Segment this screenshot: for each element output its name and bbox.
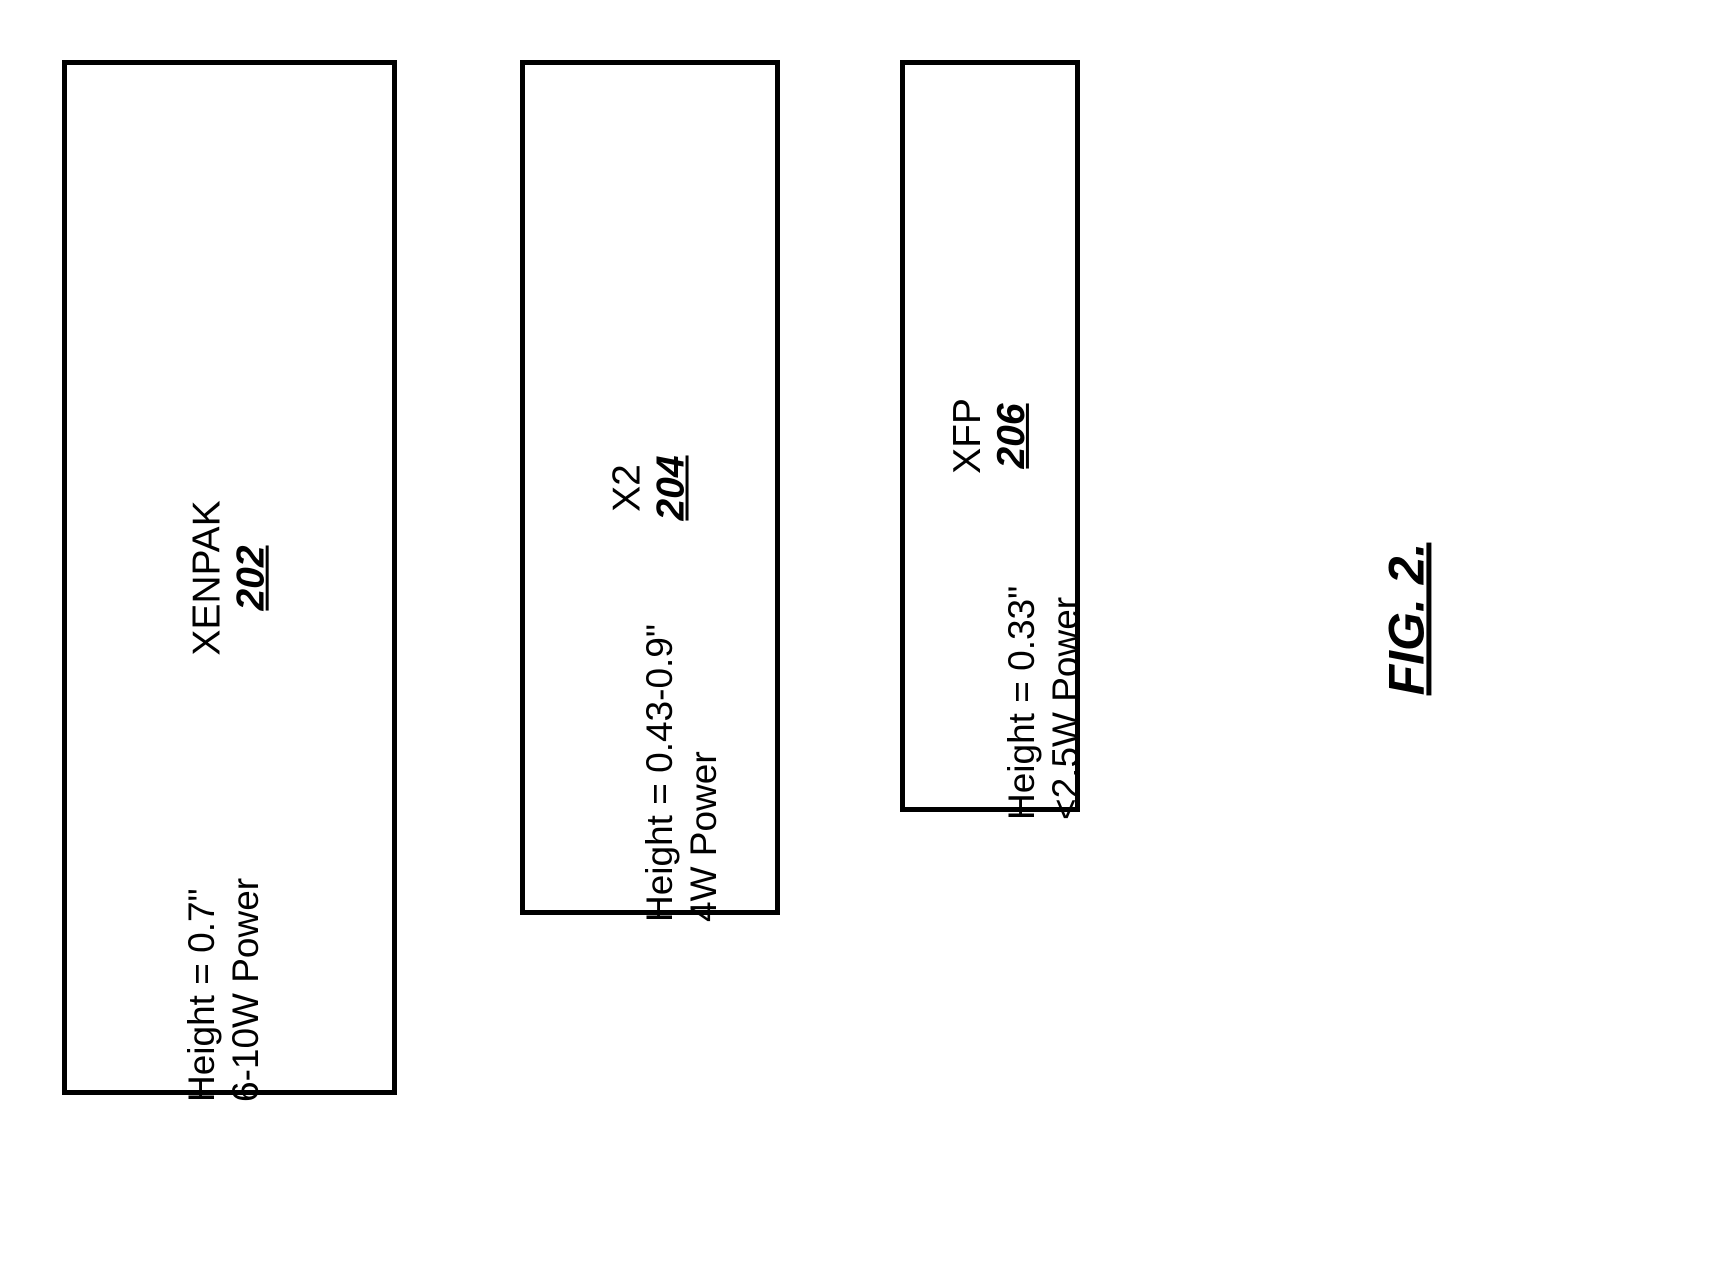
block-xenpak-name: XENPAK (186, 500, 229, 655)
block-x2-name: X2 (606, 464, 649, 512)
block-xfp-ref: 206 (990, 403, 1033, 468)
block-x2-label: X2 204 (606, 455, 694, 520)
block-xfp-spec: Height = 0.33" <2.5W Power (1000, 586, 1089, 820)
block-xenpak-ref: 202 (230, 545, 273, 610)
block-x2-ref: 204 (650, 455, 693, 520)
block-xfp-spec-height: Height = 0.33" (1001, 586, 1042, 820)
block-x2-spec-power: 4W Power (683, 751, 724, 922)
block-xenpak-label: XENPAK 202 (186, 500, 274, 655)
block-x2-spec: Height = 0.43-0.9" 4W Power (638, 624, 727, 922)
block-x2-spec-height: Height = 0.43-0.9" (639, 624, 680, 922)
block-xfp-spec-power: <2.5W Power (1045, 597, 1086, 820)
figure-caption: FIG. 2. (1377, 543, 1435, 696)
block-xenpak-spec: Height = 0.7" 6-10W Power (180, 878, 269, 1102)
block-xenpak-spec-power: 6-10W Power (225, 878, 266, 1102)
block-xfp-label: XFP 206 (946, 398, 1034, 474)
block-xfp-name: XFP (946, 398, 989, 474)
block-xenpak-spec-height: Height = 0.7" (181, 888, 222, 1102)
